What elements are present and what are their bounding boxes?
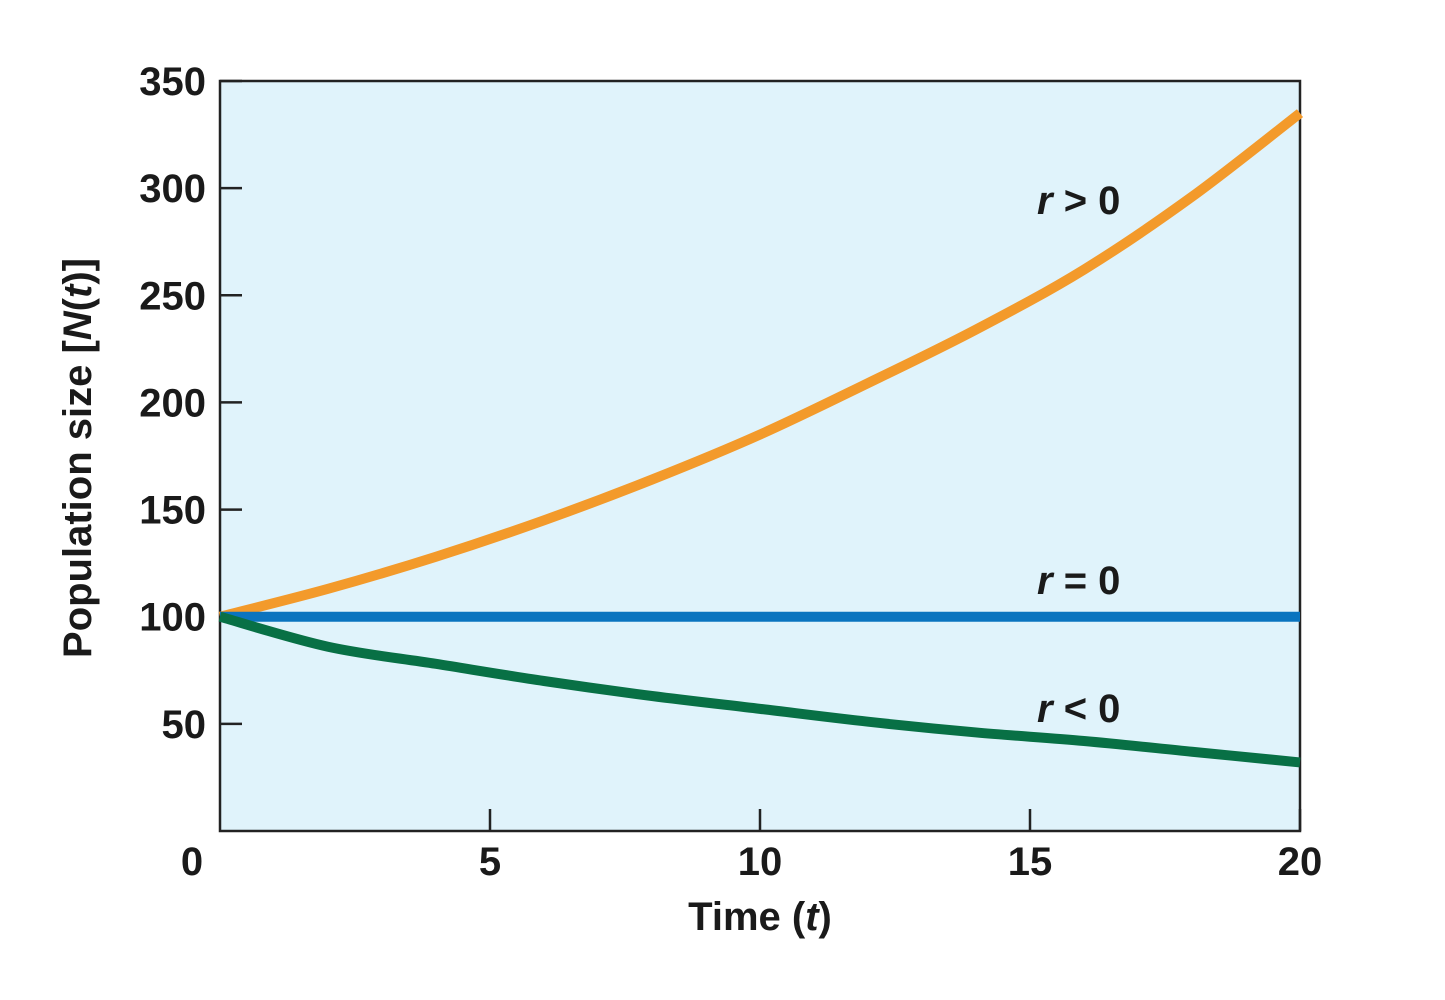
y-tick-label: 100 [139,596,206,640]
x-tick-label: 10 [738,840,783,884]
y-tick-label: 50 [162,703,207,747]
x-tick-label: 20 [1278,840,1323,884]
series-lines [218,109,1304,768]
series-label: r = 0 [1037,559,1120,603]
x-tick-label: 15 [1008,840,1053,884]
series-label: r > 0 [1037,179,1120,223]
x-axis-label: Time (t) [688,895,832,939]
x-tick-label: 0 [181,840,203,884]
y-tick-label: 300 [139,167,206,211]
x-tick-label: 5 [479,840,501,884]
series-label: r < 0 [1037,687,1120,731]
axis-tick-labels: 50 100 150 200 250 300 350 0 5 10 15 20 [139,60,1322,884]
y-tick-label: 250 [139,274,206,318]
y-axis-label: Population size [N(t)] [56,258,100,658]
y-tick-label: 150 [139,489,206,533]
y-tick-label: 200 [139,381,206,425]
series-line [218,611,1301,768]
series-line [218,109,1304,622]
series-labels: r > 0 r = 0 r < 0 [1037,179,1120,731]
plot-area [218,79,1302,833]
y-tick-label: 350 [139,60,206,104]
